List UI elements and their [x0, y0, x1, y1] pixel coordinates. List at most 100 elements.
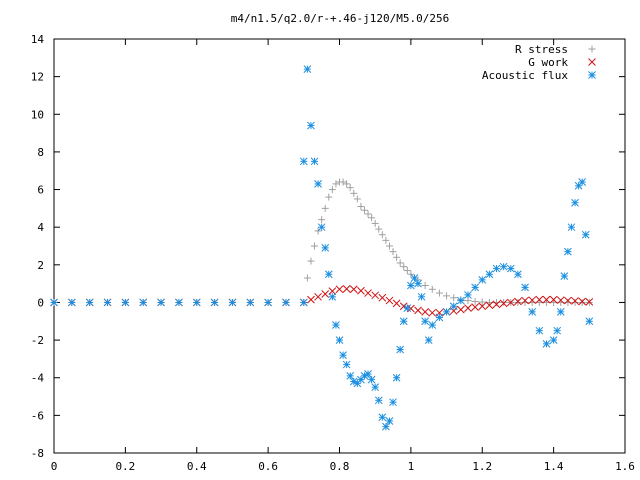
data-point: [500, 298, 508, 306]
y-tick-label: -2: [31, 334, 44, 347]
data-point: [346, 184, 354, 192]
data-point: [571, 298, 579, 306]
data-point: [374, 396, 383, 405]
data-point: [400, 263, 408, 271]
y-tick-label: -4: [31, 372, 45, 385]
data-point: [421, 317, 430, 326]
data-point: [424, 336, 433, 344]
data-point: [464, 304, 472, 312]
data-point: [564, 296, 572, 305]
data-point: [332, 180, 340, 188]
data-point: [350, 189, 358, 197]
legend-marker: [588, 71, 596, 79]
data-point: [521, 296, 529, 305]
data-point: [556, 308, 565, 316]
data-point: [378, 293, 387, 302]
data-point: [307, 121, 315, 130]
y-tick-label: 4: [37, 221, 44, 234]
data-point: [357, 286, 365, 295]
data-point: [360, 206, 368, 214]
data-point: [514, 298, 522, 306]
data-point: [343, 180, 351, 188]
data-point: [282, 298, 290, 307]
data-point: [385, 417, 394, 425]
data-point: [578, 178, 587, 186]
data-point: [564, 247, 572, 256]
data-point: [311, 242, 319, 250]
data-point: [535, 326, 544, 335]
data-point: [396, 345, 405, 354]
data-point: [428, 308, 437, 317]
x-tick-label: 1.6: [615, 460, 635, 473]
data-point: [378, 231, 386, 239]
data-point: [314, 292, 322, 301]
data-point: [371, 219, 379, 227]
data-point: [324, 270, 333, 279]
y-tick-label: 12: [31, 71, 44, 84]
data-point: [346, 371, 355, 380]
data-point: [392, 299, 401, 308]
series-g-work: [50, 285, 594, 317]
data-point: [371, 383, 380, 391]
data-point: [367, 375, 376, 384]
data-point: [485, 270, 494, 279]
data-point: [157, 298, 165, 307]
data-point: [307, 295, 315, 304]
y-tick-label: 14: [31, 33, 45, 46]
data-point: [310, 157, 319, 166]
data-point: [407, 304, 415, 313]
legend-label: R stress: [515, 43, 568, 56]
data-point: [303, 65, 312, 73]
data-point: [528, 308, 537, 316]
data-point: [499, 262, 508, 271]
data-point: [528, 296, 537, 305]
series-r-stress: [50, 178, 593, 306]
legend-marker: [588, 45, 596, 53]
data-point: [328, 287, 337, 296]
data-point: [85, 298, 94, 307]
data-point: [471, 303, 479, 312]
data-point: [499, 299, 508, 308]
data-point: [407, 281, 415, 290]
data-point: [385, 242, 393, 250]
data-point: [357, 202, 365, 210]
data-point: [414, 306, 422, 315]
data-point: [478, 276, 487, 284]
y-tick-label: 6: [37, 184, 44, 197]
data-point: [421, 308, 430, 316]
data-point: [471, 298, 479, 306]
data-point: [307, 257, 315, 265]
x-tick-label: 1.2: [472, 460, 492, 473]
data-point: [339, 178, 347, 186]
data-point: [542, 295, 551, 304]
data-point: [368, 214, 376, 222]
data-point: [478, 298, 486, 306]
data-point: [542, 340, 551, 348]
data-point: [585, 298, 594, 306]
y-tick-label: -8: [31, 447, 44, 460]
data-point: [443, 292, 451, 300]
data-point: [325, 193, 333, 201]
x-tick-label: 0.6: [258, 460, 278, 473]
y-tick-label: 2: [37, 259, 44, 272]
data-point: [139, 298, 148, 307]
data-point: [553, 326, 562, 335]
data-point: [514, 297, 522, 306]
data-point: [393, 253, 401, 261]
data-point: [364, 210, 372, 218]
data-point: [349, 285, 358, 294]
data-point: [192, 298, 201, 307]
data-point: [328, 292, 337, 301]
data-point: [67, 298, 76, 307]
data-point: [403, 304, 412, 312]
x-tick-label: 0.2: [115, 460, 135, 473]
data-point: [375, 225, 383, 233]
data-point: [492, 264, 501, 273]
data-point: [321, 204, 329, 212]
data-point: [396, 259, 404, 267]
data-point: [549, 336, 558, 344]
data-point: [389, 248, 397, 256]
legend-marker: [588, 58, 596, 66]
